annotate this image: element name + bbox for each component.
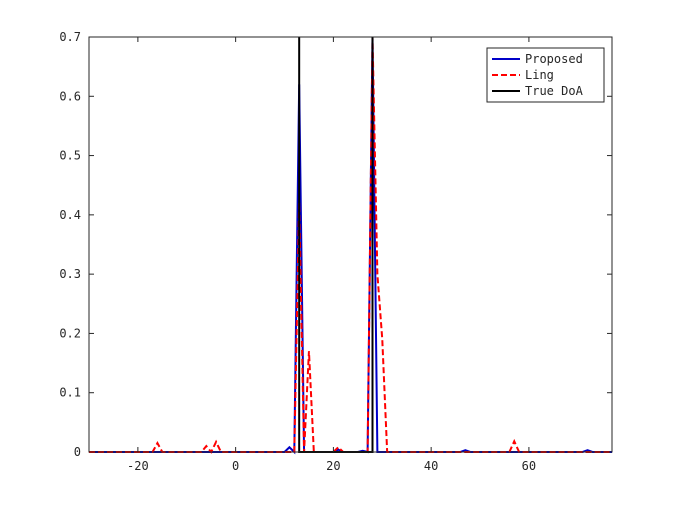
x-tick-label: 0 — [232, 459, 239, 473]
legend-label: Proposed — [525, 52, 583, 66]
x-tick-label: -20 — [127, 459, 149, 473]
axes-frame — [88, 36, 613, 453]
y-tick-label: 0.5 — [59, 149, 81, 163]
y-tick-label: 0.2 — [59, 326, 81, 340]
x-tick-label: 20 — [326, 459, 340, 473]
y-tick-label: 0 — [74, 445, 81, 459]
y-tick-label: 0.6 — [59, 89, 81, 103]
x-tick-label: 60 — [522, 459, 536, 473]
x-tick-label: 40 — [424, 459, 438, 473]
y-tick-label: 0.3 — [59, 267, 81, 281]
series-true-doa-line — [298, 37, 374, 453]
legend: Proposed Ling True DoA — [486, 47, 605, 103]
series-ling-line — [89, 36, 612, 454]
y-tick-label: 0.1 — [59, 386, 81, 400]
legend-label: Ling — [525, 68, 554, 82]
y-tick-label: 0.7 — [59, 30, 81, 44]
legend-label: True DoA — [525, 84, 584, 98]
y-tick-label: 0.4 — [59, 208, 81, 222]
